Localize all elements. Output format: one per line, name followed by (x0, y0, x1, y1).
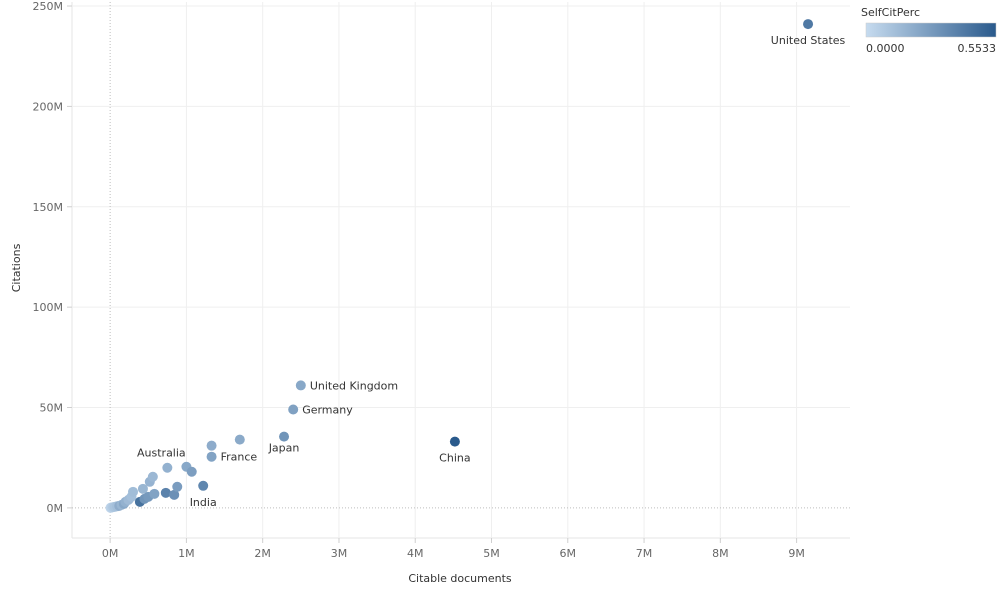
scatter-point[interactable] (186, 466, 197, 477)
y-tick-label: 150M (33, 201, 64, 214)
zero-lines (72, 2, 850, 538)
scatter-point[interactable] (449, 436, 460, 447)
y-axis-title: Citations (10, 243, 23, 292)
scatter-point[interactable] (169, 489, 180, 500)
scatter-point[interactable] (172, 481, 183, 492)
x-tick-label: 0M (102, 547, 119, 560)
legend-title: SelfCitPerc (861, 6, 920, 19)
point-label: Germany (302, 404, 353, 417)
x-tick-label: 1M (178, 547, 195, 560)
scatter-point[interactable] (295, 380, 306, 391)
x-tick-label: 2M (254, 547, 271, 560)
x-tick-label: 8M (712, 547, 729, 560)
scatter-point[interactable] (803, 19, 814, 30)
x-axis-title: Citable documents (408, 572, 512, 585)
scatter-point[interactable] (198, 480, 209, 491)
x-tick-label: 9M (788, 547, 805, 560)
legend-min-label: 0.0000 (866, 42, 905, 55)
x-tick-label: 6M (560, 547, 577, 560)
scatter-point[interactable] (279, 431, 290, 442)
y-tick-label: 250M (33, 0, 64, 13)
scatter-point[interactable] (288, 404, 299, 415)
scatter-point[interactable] (128, 486, 139, 497)
x-axis-ticks: 0M 1M 2M 3M 4M 5M 6M 7M 8M 9M (102, 538, 805, 560)
point-label: United Kingdom (310, 379, 398, 392)
y-tick-label: 100M (33, 301, 64, 314)
legend-max-label: 0.5533 (958, 42, 997, 55)
y-tick-label: 200M (33, 100, 64, 113)
point-label: Australia (137, 447, 186, 460)
y-tick-label: 0M (47, 502, 64, 515)
scatter-point[interactable] (206, 451, 217, 462)
point-label: India (190, 496, 217, 509)
grid (71, 2, 850, 539)
point-label: United States (771, 34, 846, 47)
x-tick-label: 7M (636, 547, 653, 560)
color-legend[interactable]: SelfCitPerc 0.0000 0.5533 (861, 6, 997, 55)
scatter-point[interactable] (162, 462, 173, 473)
point-labels: United States China United Kingdom Germany J… (137, 34, 846, 509)
scatter-point[interactable] (149, 488, 160, 499)
legend-gradient-bar (865, 22, 997, 38)
point-label: France (221, 451, 258, 464)
y-tick-label: 50M (40, 402, 64, 415)
scatter-point[interactable] (234, 434, 245, 445)
y-axis-ticks: 0M 50M 100M 150M 200M 250M (33, 0, 72, 515)
point-label: China (439, 452, 470, 465)
point-label: Japan (268, 442, 300, 455)
scatter-point[interactable] (147, 471, 158, 482)
x-tick-label: 4M (407, 547, 424, 560)
scatter-point[interactable] (206, 440, 217, 451)
scatter-point[interactable] (137, 483, 148, 494)
scatter-point[interactable] (160, 487, 171, 498)
x-tick-label: 3M (331, 547, 348, 560)
data-points (105, 19, 814, 513)
x-tick-label: 5M (483, 547, 500, 560)
